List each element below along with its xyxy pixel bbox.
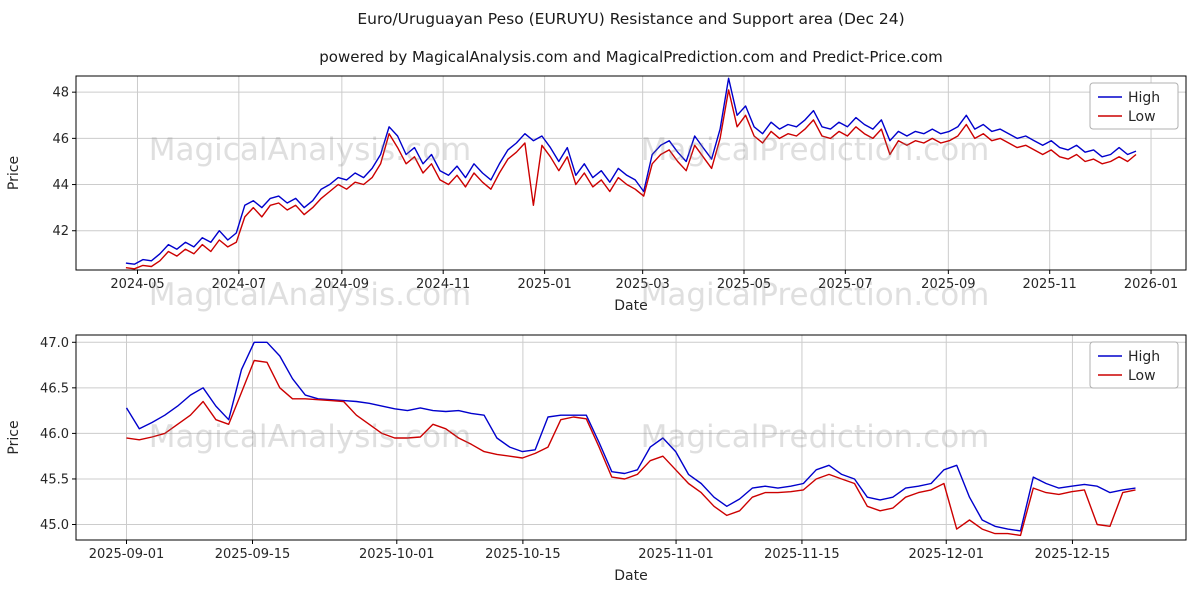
- x-tick-label: 2024-05: [110, 277, 164, 292]
- x-tick-label: 2025-12-01: [908, 547, 984, 562]
- legend-box: [1089, 82, 1179, 130]
- legend-label: High: [1128, 90, 1160, 106]
- x-tick-label: 2025-07: [818, 277, 872, 292]
- powered-by-subtitle: powered by MagicalAnalysis.com and Magic…: [319, 48, 943, 66]
- legend-label: Low: [1128, 109, 1156, 125]
- legend-label: High: [1128, 349, 1160, 365]
- y-tick-label: 44: [52, 178, 69, 193]
- x-tick-label: 2025-11-15: [764, 547, 840, 562]
- x-axis-label: Date: [614, 568, 647, 584]
- page-title: Euro/Uruguayan Peso (EURUYU) Resistance …: [357, 10, 905, 28]
- plot-border: [75, 334, 1187, 541]
- series-low-line: [126, 359, 1136, 537]
- x-tick-label: 2025-09-15: [215, 547, 291, 562]
- x-tick-label: 2025-01: [517, 277, 571, 292]
- x-tick-label: 2025-10-15: [485, 547, 561, 562]
- main-price-chart: 2024-05 2024-07 2024-09 2024-11 2025-01 2025-…: [6, 75, 1187, 314]
- y-axis-label: Price: [6, 156, 22, 190]
- series-low-line: [125, 89, 1137, 270]
- legend-label: Low: [1128, 368, 1156, 384]
- x-tick-label: 2026-01: [1124, 277, 1178, 292]
- y-axis-label: Price: [6, 420, 22, 454]
- x-tick-label: 2025-12-15: [1035, 547, 1111, 562]
- x-tick-label: 2024-07: [212, 277, 266, 292]
- y-tick-label: 45.0: [40, 518, 69, 533]
- y-tick-label: 46: [52, 132, 69, 147]
- y-tick-label: 47.0: [40, 336, 69, 351]
- x-axis-label: Date: [614, 298, 647, 314]
- x-tick-label: 2025-11-01: [638, 547, 714, 562]
- y-tick-label: 48: [52, 86, 69, 101]
- x-tick-label: 2025-09: [921, 277, 975, 292]
- x-tick-label: 2025-03: [615, 277, 669, 292]
- y-tick-label: 42: [52, 224, 69, 239]
- x-tick-label: 2025-11: [1023, 277, 1077, 292]
- legend-box: [1089, 341, 1179, 389]
- x-tick-label: 2025-10-01: [359, 547, 435, 562]
- x-tick-label: 2025-05: [717, 277, 771, 292]
- plot-border: [75, 75, 1187, 271]
- series-high-line: [125, 77, 1137, 265]
- y-tick-label: 46.0: [40, 427, 69, 442]
- series-high-line: [125, 341, 1136, 532]
- zoomed-price-chart: 2025-09-01 2025-09-15 2025-10-01 2025-10-15…: [6, 334, 1187, 584]
- y-tick-label: 45.5: [40, 472, 69, 487]
- x-tick-label: 2024-09: [315, 277, 369, 292]
- x-tick-label: 2025-09-01: [89, 547, 165, 562]
- y-tick-label: 46.5: [40, 381, 69, 396]
- x-tick-label: 2024-11: [416, 277, 470, 292]
